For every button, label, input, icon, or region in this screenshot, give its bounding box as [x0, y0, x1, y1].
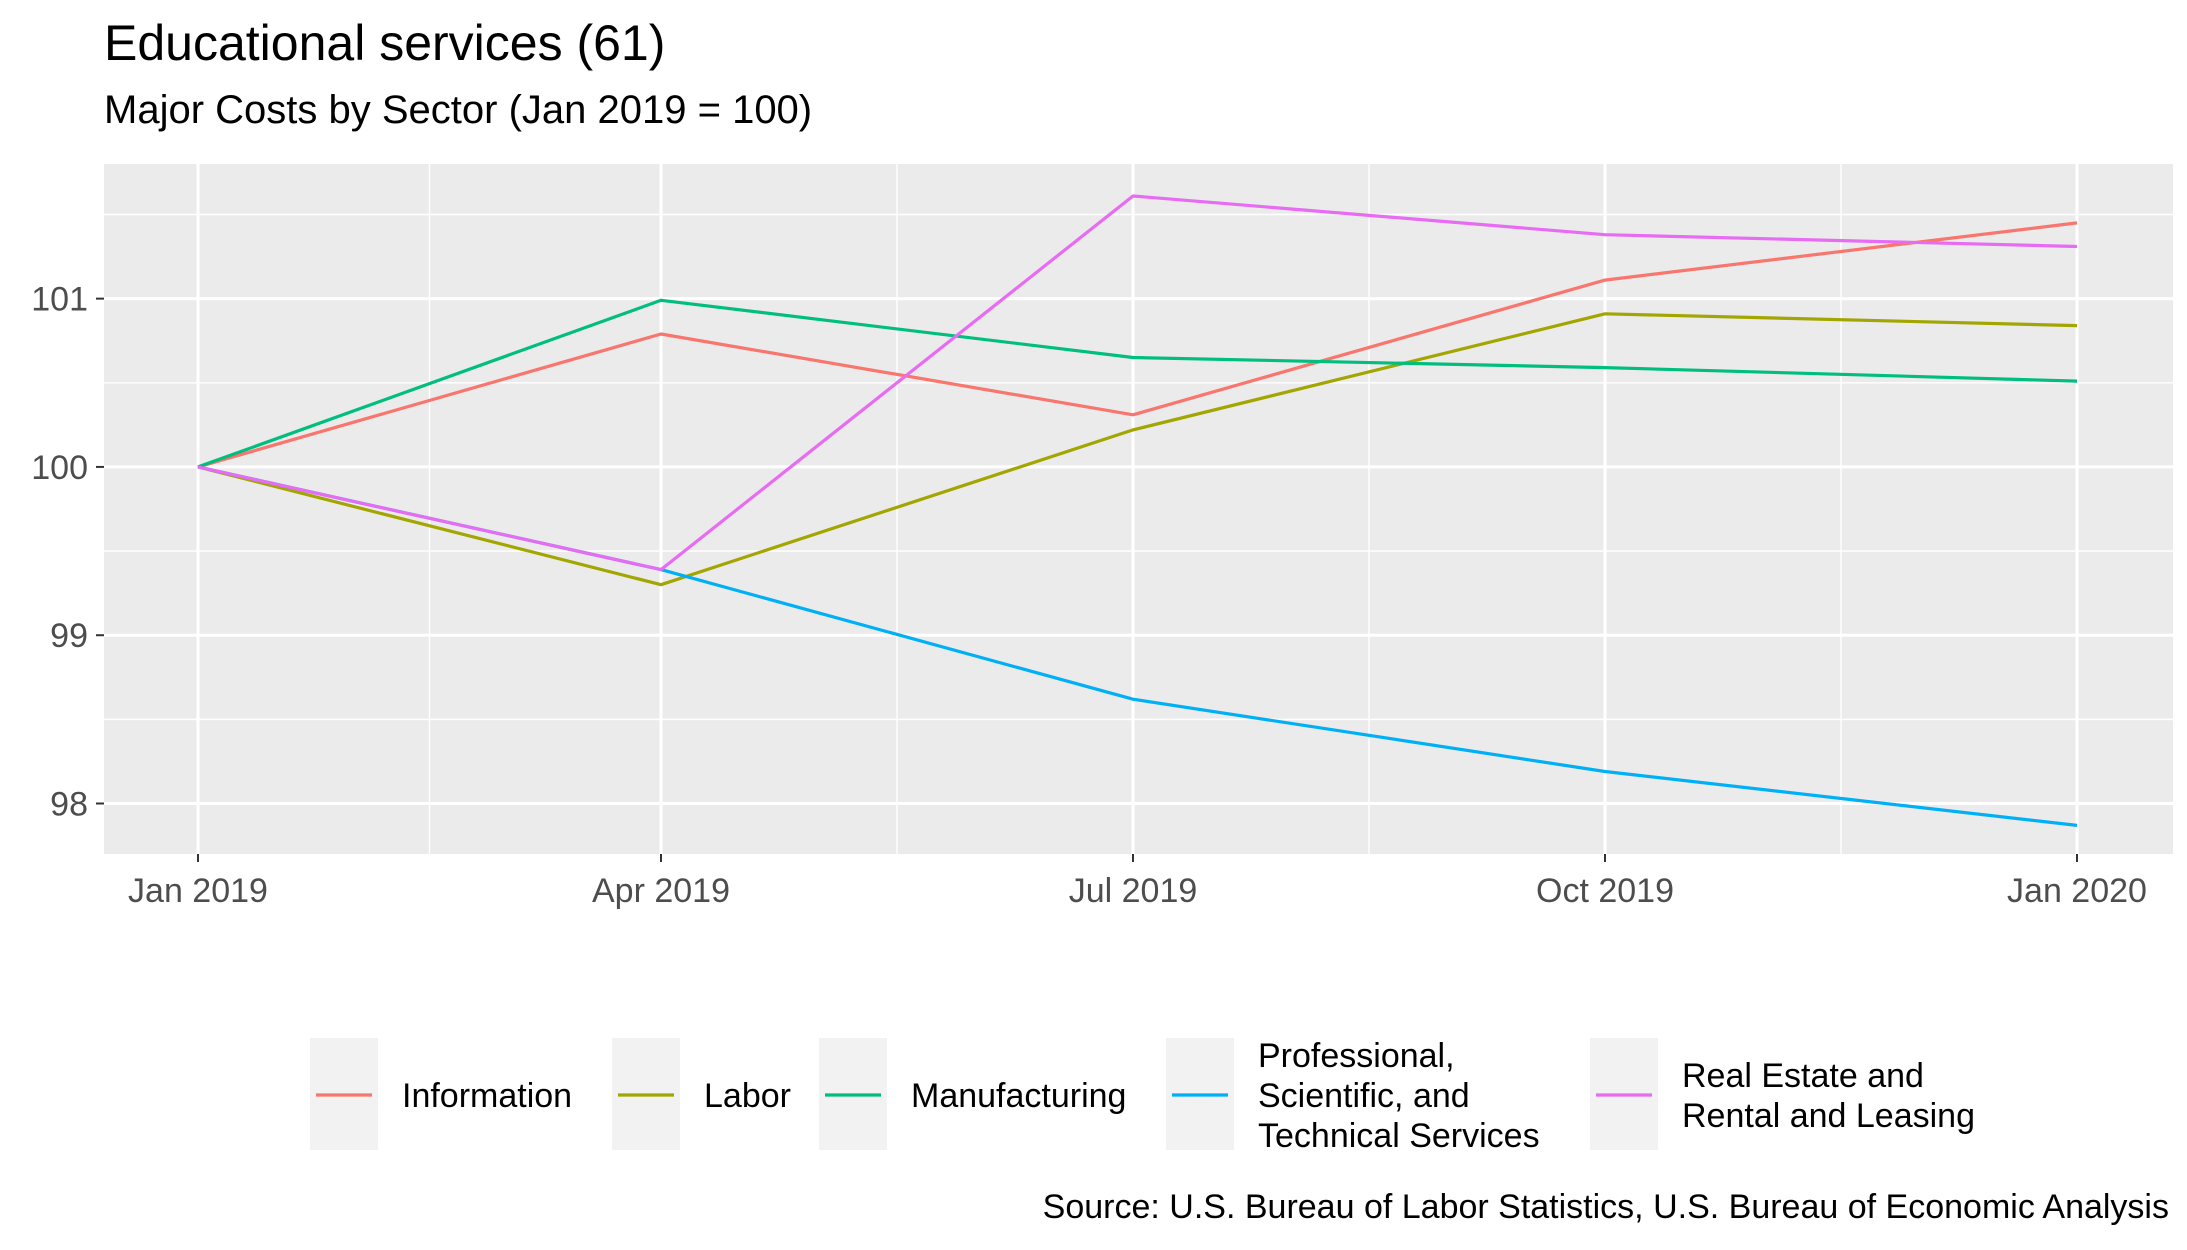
- x-tick-label: Jan 2020: [2007, 872, 2147, 910]
- source-note: Source: U.S. Bureau of Labor Statistics,…: [1042, 1188, 2169, 1226]
- minor-gridlines: [104, 164, 2173, 854]
- x-tick-label: Apr 2019: [592, 872, 730, 910]
- chart-subtitle: Major Costs by Sector (Jan 2019 = 100): [104, 88, 813, 132]
- legend-label: Labor: [704, 1077, 791, 1115]
- series-line: [197, 221, 2078, 469]
- y-axis: 98 99 100 101: [31, 281, 104, 824]
- x-tick-label: Oct 2019: [1536, 872, 1674, 910]
- legend-label: Professional, Scientific, and Technical Se…: [1258, 1037, 1540, 1155]
- legend-label: Information: [402, 1077, 572, 1115]
- series-line: [197, 194, 2078, 572]
- y-tick-label: 99: [50, 617, 88, 655]
- x-axis: Jan 2019 Apr 2019 Jul 2019 Oct 2019 Jan 2020: [128, 854, 2147, 910]
- plot-panel: [104, 164, 2173, 854]
- series-line: [197, 312, 2078, 587]
- series-lines: [197, 194, 2078, 827]
- legend-label: Real Estate and Rental and Leasing: [1682, 1057, 1975, 1135]
- y-tick-label: 101: [31, 281, 88, 319]
- major-gridlines: [104, 164, 2173, 854]
- y-tick-label: 100: [31, 449, 88, 487]
- x-tick-label: Jul 2019: [1069, 872, 1198, 910]
- legend: Information Labor Manufacturing Professiona…: [310, 1037, 1975, 1155]
- x-tick-label: Jan 2019: [128, 872, 268, 910]
- legend-label: Manufacturing: [911, 1077, 1126, 1115]
- y-tick-label: 98: [50, 786, 88, 824]
- chart-title: Educational services (61): [104, 15, 666, 71]
- series-line: [197, 298, 2078, 469]
